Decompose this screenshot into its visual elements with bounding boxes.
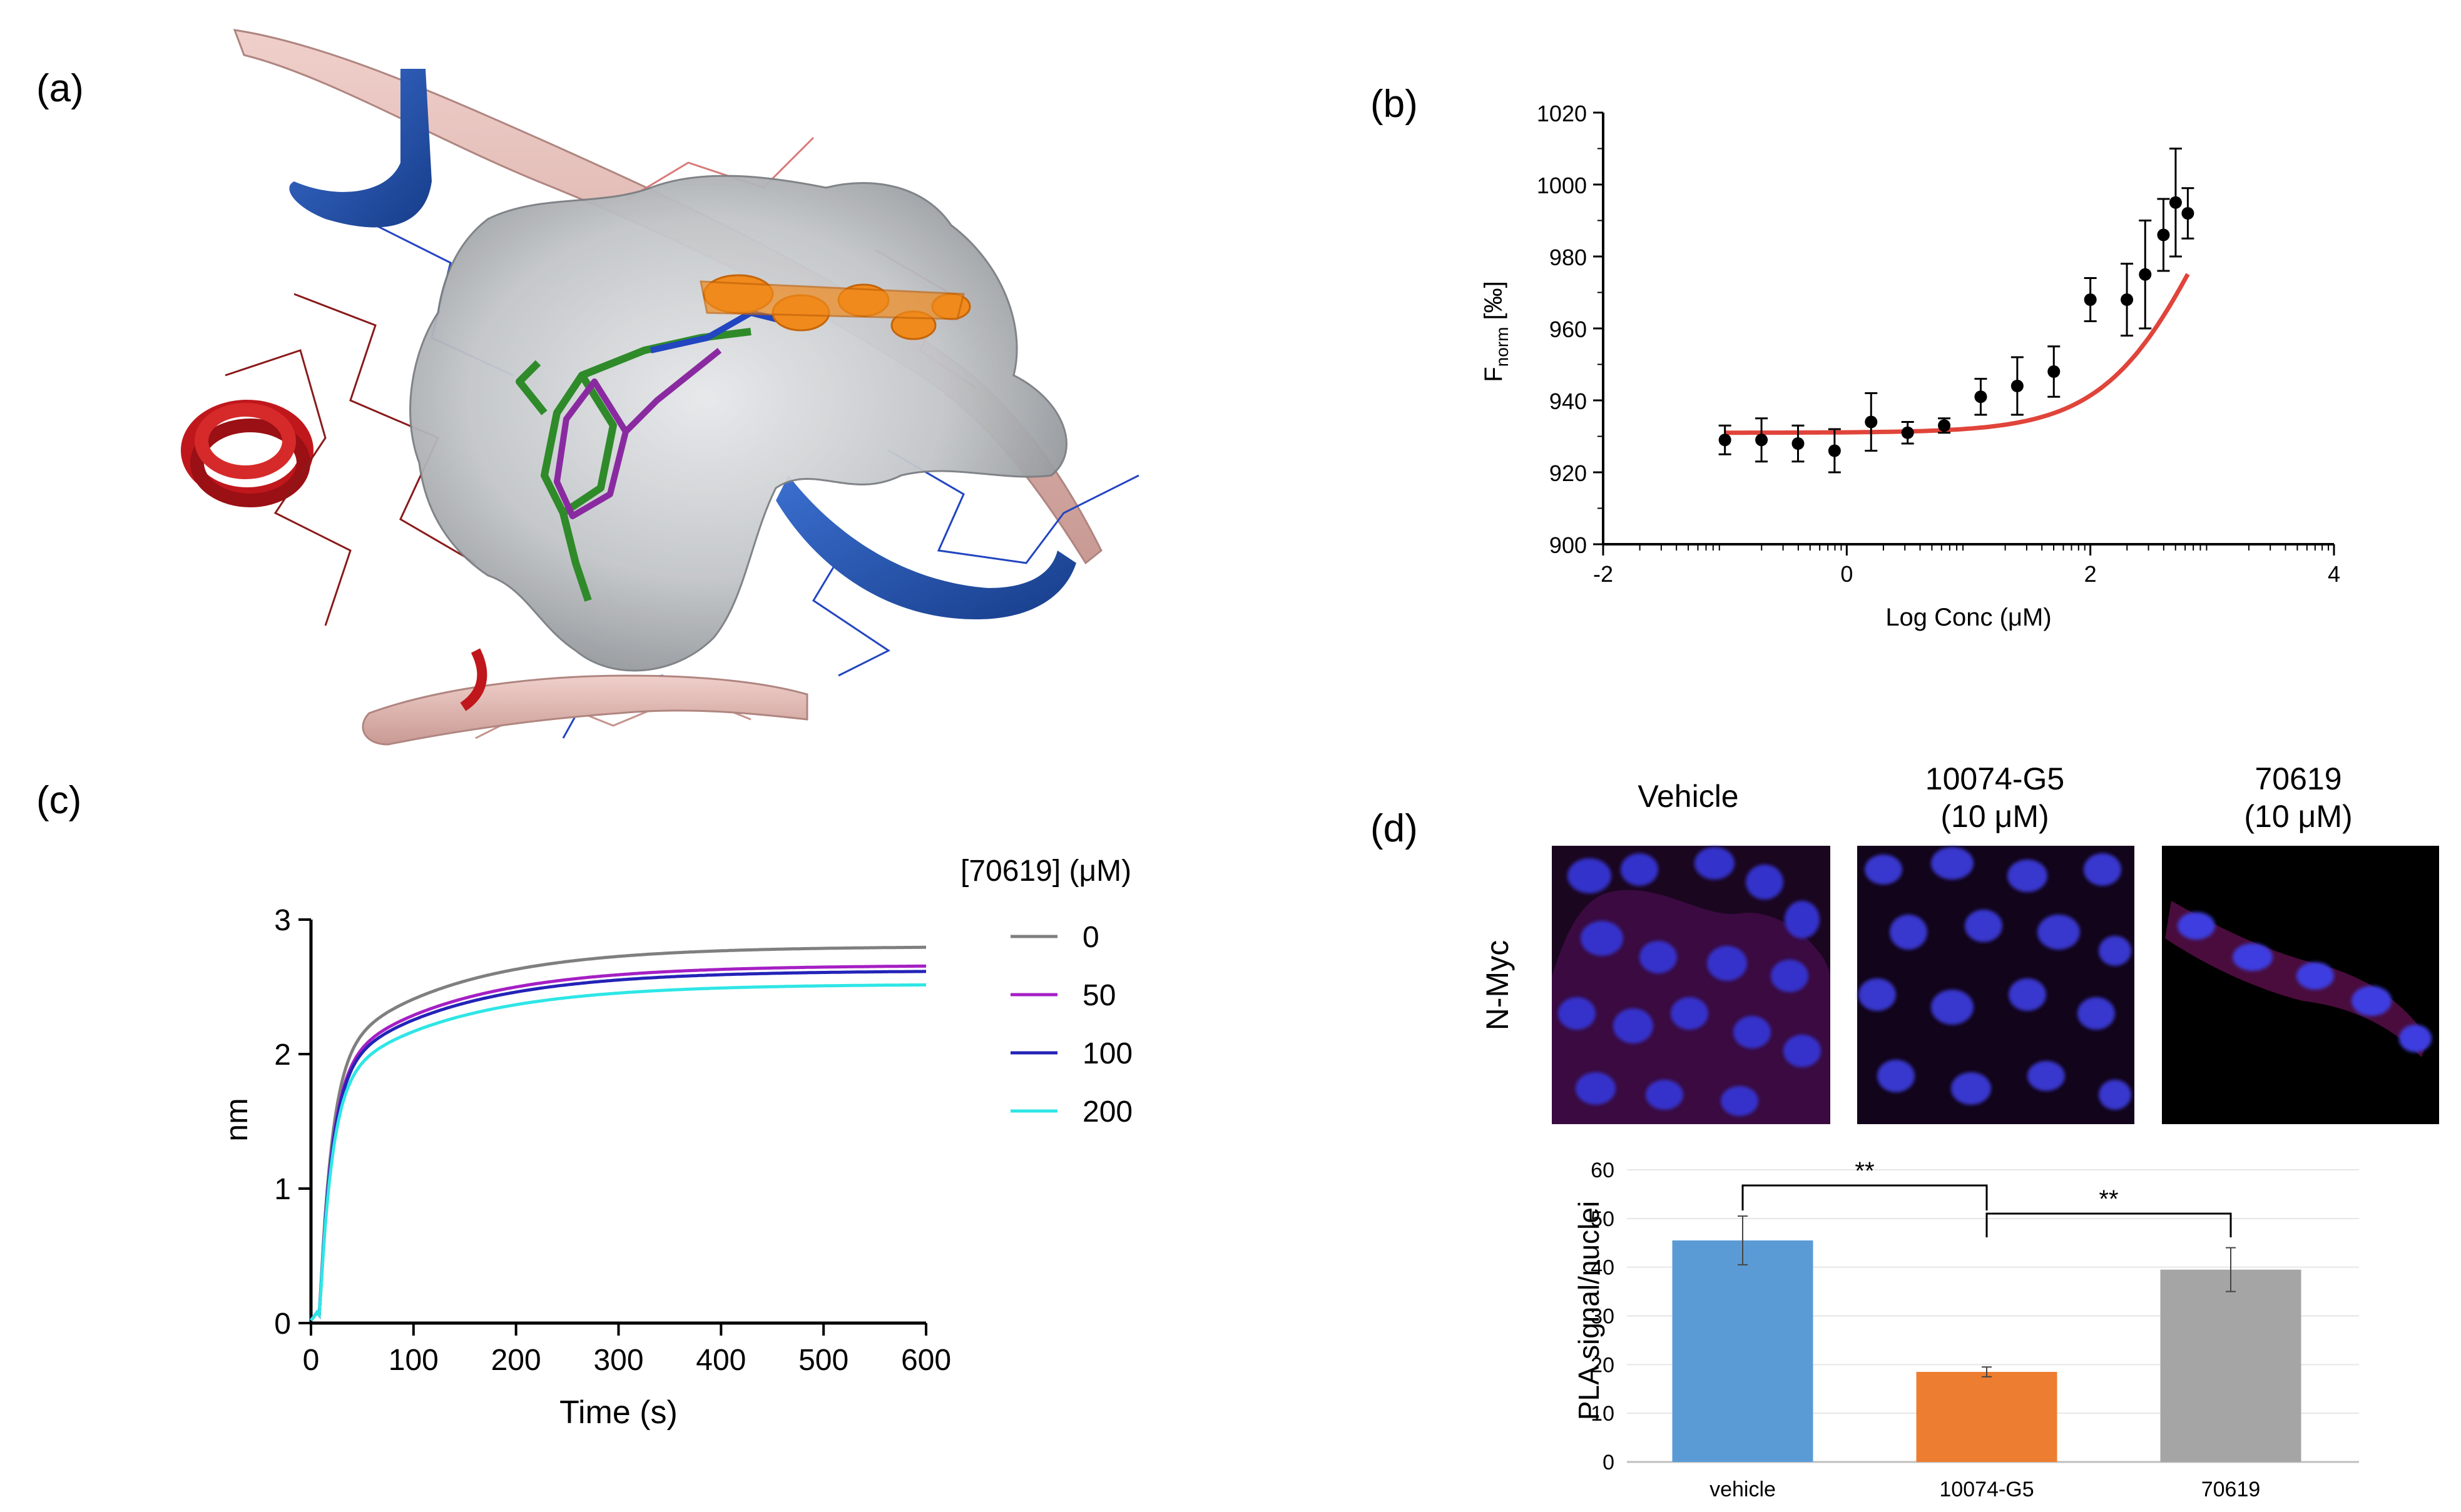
category-label-d: vehicle <box>1709 1478 1776 1501</box>
x-axis-title-c: Time (s) <box>559 1394 678 1431</box>
y-axis-title-sub-b: norm <box>1492 327 1512 367</box>
significance-bracket-d <box>1741 1184 1988 1210</box>
data-point-b <box>2169 196 2182 209</box>
y-tick-label-d: 40 <box>1591 1256 1614 1280</box>
y-tick-label-d: 20 <box>1591 1353 1614 1377</box>
bar-d <box>2160 1269 2301 1462</box>
significance-label-d: ** <box>1855 1157 1874 1185</box>
red-helix <box>181 400 313 507</box>
y-tick-label-c: 0 <box>274 1307 291 1341</box>
x-tick-label-b: 2 <box>2084 561 2097 587</box>
data-point-b <box>1791 437 1805 450</box>
x-tick-label-c: 200 <box>491 1344 541 1377</box>
data-point-b <box>1865 415 1878 429</box>
y-tick-label-d: 0 <box>1602 1451 1614 1474</box>
data-point-b <box>2181 207 2194 220</box>
data-point-b <box>1974 390 1987 403</box>
y-tick-label-b: 920 <box>1549 460 1587 486</box>
panel-label-a: (a) <box>36 67 84 110</box>
y-axis-title-c: nm <box>219 1098 254 1141</box>
y-tick-label-d: 60 <box>1591 1159 1614 1182</box>
y-tick-label-b: 980 <box>1549 245 1587 270</box>
panel-label-b: (b) <box>1370 83 1418 126</box>
y-tick-label-c: 3 <box>274 904 291 937</box>
data-point-b <box>1718 434 1731 447</box>
x-tick-label-c: 600 <box>901 1344 951 1377</box>
category-label-d: 70619 <box>2201 1478 2261 1501</box>
significance-label-d: ** <box>2099 1185 2118 1213</box>
data-point-b <box>2157 228 2170 241</box>
docking-render <box>181 29 1139 746</box>
dna-ribbon-top <box>233 29 1103 565</box>
data-point-b <box>2084 293 2097 306</box>
significance-bracket-d <box>1985 1212 2232 1237</box>
panel-label-d: (d) <box>1370 807 1418 850</box>
legend-label-c: 50 <box>1083 979 1116 1012</box>
image-header-70619-line1: 70619 <box>2255 761 2341 796</box>
y-tick-label-d: 30 <box>1591 1305 1614 1329</box>
x-tick-label-c: 400 <box>696 1344 746 1377</box>
y-axis-title-main-b: F <box>1480 367 1507 382</box>
series-line-c <box>310 970 926 1322</box>
data-point-b <box>1901 426 1914 439</box>
y-tick-label-b: 1020 <box>1537 101 1587 126</box>
y-tick-label-c: 2 <box>274 1038 291 1072</box>
chart-d: 0 10 20 30 40 50 60 PLA signal/nuclei vehicle 100… <box>1572 1157 2359 1501</box>
data-point-b <box>2010 380 2024 392</box>
image-row-label: N-Myc <box>1480 940 1515 1030</box>
y-tick-label-d: 50 <box>1591 1207 1614 1231</box>
legend-label-c: 200 <box>1083 1095 1133 1129</box>
x-tick-label-c: 0 <box>303 1344 320 1377</box>
data-point-b <box>2121 293 2134 306</box>
image-header-g5-line1: 10074-G5 <box>1925 761 2064 796</box>
microscopy-image-70619 <box>2162 846 2439 1124</box>
microscopy-headers: Vehicle 10074-G5 (10 μM) 70619 (10 μM) <box>1638 761 2352 834</box>
series-line-c <box>310 964 927 1322</box>
dna-ribbon-bottom <box>362 674 808 746</box>
x-tick-label-c: 500 <box>798 1344 848 1377</box>
series-line-c <box>310 945 926 1322</box>
series-line-c <box>310 983 926 1322</box>
x-tick-label-b: -2 <box>1593 561 1613 587</box>
panel-label-c: (c) <box>36 779 81 822</box>
bar-d <box>1916 1372 2057 1462</box>
y-tick-label-b: 900 <box>1549 532 1587 558</box>
legend-label-c: 100 <box>1083 1037 1133 1070</box>
x-tick-label-b: 4 <box>2328 561 2340 587</box>
data-point-b <box>2047 365 2061 378</box>
x-tick-label-c: 100 <box>389 1344 439 1377</box>
y-axis-title-b: Fnorm [‰] <box>1480 281 1512 382</box>
protein-ribbon-blue-top <box>289 69 432 228</box>
legend-label-c: 0 <box>1083 921 1099 954</box>
ligand-purple <box>554 348 722 519</box>
bar-d <box>1672 1240 1813 1462</box>
y-tick-label-d: 10 <box>1591 1402 1614 1426</box>
y-axis-title-d: PLA signal/nuclei <box>1572 1201 1605 1420</box>
image-header-70619-line2: (10 μM) <box>2244 799 2352 834</box>
x-tick-label-c: 300 <box>593 1344 643 1377</box>
chart-b: 900 920 940 960 980 1000 1020 -2 0 2 4 Log Conc (μM… <box>1480 101 2340 631</box>
category-label-d: 10074-G5 <box>1939 1478 2034 1501</box>
x-tick-label-b: 0 <box>1840 561 1853 587</box>
ligand-orange <box>700 274 971 340</box>
microscopy-image-vehicle <box>1552 846 1830 1124</box>
data-point-b <box>1828 444 1841 457</box>
data-point-b <box>1938 419 1951 432</box>
y-tick-label-b: 1000 <box>1537 173 1587 198</box>
image-header-vehicle: Vehicle <box>1638 779 1738 814</box>
x-axis-title-b: Log Conc (μM) <box>1885 604 2051 631</box>
protein-ribbon-blue-bottom <box>776 475 1076 619</box>
y-tick-label-b: 960 <box>1549 317 1587 342</box>
legend-title-c: [70619] (μM) <box>960 855 1131 888</box>
data-point-b <box>1755 434 1768 447</box>
fit-curve-b <box>1725 273 2190 435</box>
y-tick-label-b: 940 <box>1549 388 1587 414</box>
microscopy-image-10074-g5 <box>1857 846 2134 1124</box>
y-axis-title-unit-b: [‰] <box>1480 281 1507 327</box>
y-tick-label-c: 1 <box>274 1173 291 1206</box>
data-point-b <box>2139 268 2152 281</box>
image-header-g5-line2: (10 μM) <box>1940 799 2049 834</box>
